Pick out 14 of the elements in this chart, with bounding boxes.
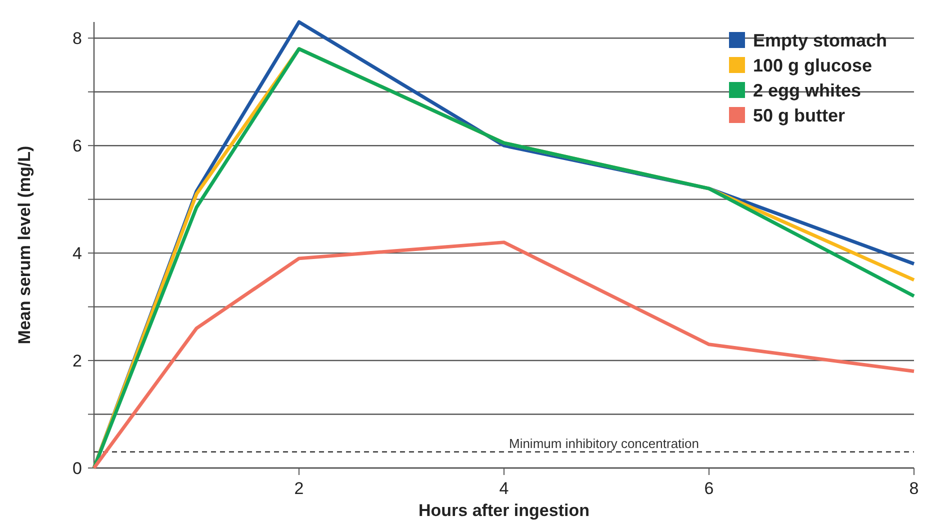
ref-line-label: Minimum inhibitory concentration: [508, 436, 700, 451]
legend-label: 50 g butter: [753, 105, 846, 126]
x-tick-label: 8: [909, 479, 919, 498]
x-axis-title: Hours after ingestion: [418, 501, 590, 520]
x-tick-label: 4: [499, 479, 509, 498]
y-tick-label: 4: [72, 244, 82, 264]
y-tick-label: 8: [72, 29, 82, 48]
x-tick-label: 6: [704, 479, 714, 498]
legend-label: 100 g glucose: [753, 55, 872, 76]
y-axis-title: Mean serum level (mg/L): [15, 146, 34, 344]
x-tick-label: 2: [294, 479, 304, 498]
y-tick-label: 2: [72, 351, 82, 370]
y-tick-label: 0: [72, 458, 82, 478]
y-tick-label: 6: [72, 136, 82, 156]
